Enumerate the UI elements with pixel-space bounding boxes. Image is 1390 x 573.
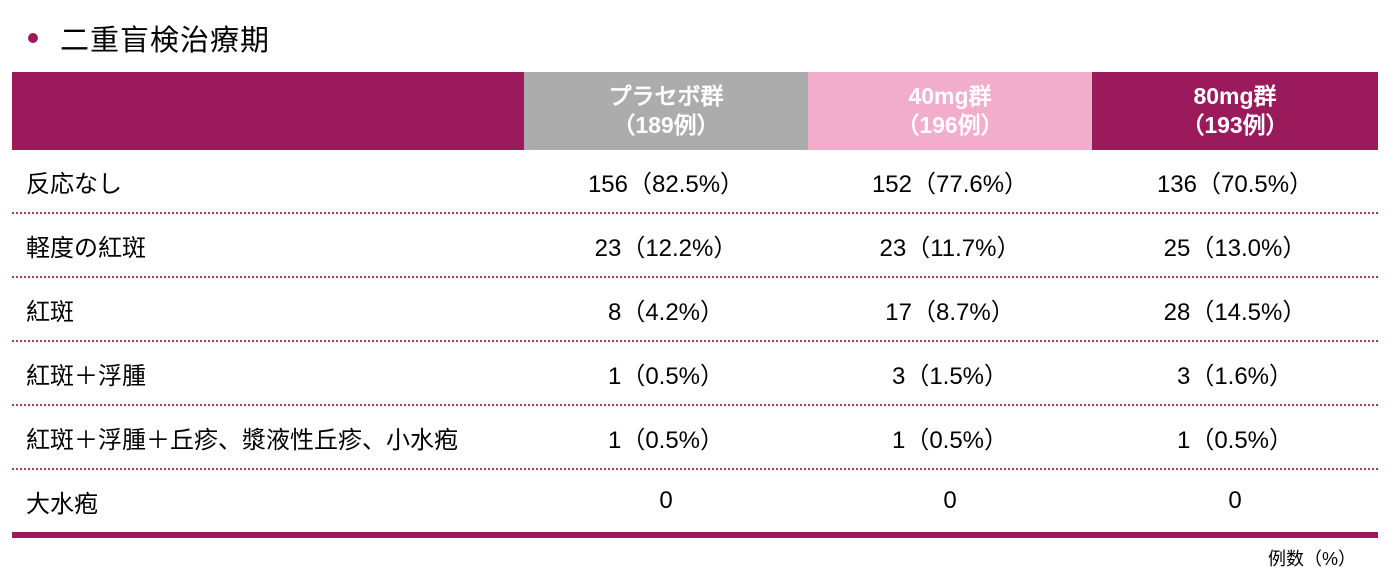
page-title: 二重盲検治療期 [0, 0, 1390, 60]
table-header-row: プラセボ群 （189例） 40mg群 （196例） 80mg群 （193例） [12, 72, 1378, 150]
header-sublabel: （196例） [896, 112, 1004, 138]
cell-value: 23（11.7%） [879, 234, 1021, 262]
cell-value: 0 [943, 487, 957, 514]
cell-value: 0 [1228, 487, 1242, 514]
table-footnote: 例数（%） [1267, 549, 1356, 569]
cell-value: 23（12.2%） [594, 234, 738, 262]
table-row: 紅斑＋浮腫 1（0.5%） 3（1.5%） 3（1.6%） [12, 342, 1378, 406]
table-bottom-rule [12, 532, 1378, 538]
table-body: 反応なし 156（82.5%） 152（77.6%） 136（70.5%） 軽度の紅斑 2… [12, 150, 1378, 532]
cell-value: 8（4.2%） [607, 298, 725, 326]
table-row: 紅斑＋浮腫＋丘疹、漿液性丘疹、小水疱 1（0.5%） 1（0.5%） 1（0.5%） [12, 406, 1378, 470]
cell-value: 25（13.0%） [1163, 234, 1307, 262]
cell-value: 0 [659, 487, 673, 514]
header-cell-empty [12, 72, 524, 150]
cell-value: 28（14.5%） [1163, 298, 1307, 326]
row-label: 反応なし [26, 170, 122, 198]
cell-value: 152（77.6%） [871, 170, 1029, 198]
cell-value: 1（0.5%） [607, 426, 725, 454]
table-row: 軽度の紅斑 23（12.2%） 23（11.7%） 25（13.0%） [12, 214, 1378, 278]
row-label: 紅斑 [26, 298, 74, 326]
cell-value: 1（0.5%） [1176, 426, 1294, 454]
header-sublabel: （189例） [612, 112, 720, 138]
row-label: 紅斑＋浮腫＋丘疹、漿液性丘疹、小水疱 [26, 426, 458, 454]
row-label: 軽度の紅斑 [26, 234, 146, 262]
row-label: 大水疱 [26, 490, 98, 518]
header-cell-80mg: 80mg群 （193例） [1092, 72, 1378, 150]
cell-value: 1（0.5%） [891, 426, 1009, 454]
header-cell-placebo: プラセボ群 （189例） [524, 72, 808, 150]
header-sublabel: （193例） [1181, 112, 1289, 138]
table-row: 大水疱 0 0 0 [12, 470, 1378, 532]
header-label: プラセボ群 [608, 83, 724, 110]
table-row: 反応なし 156（82.5%） 152（77.6%） 136（70.5%） [12, 150, 1378, 214]
cell-value: 136（70.5%） [1156, 170, 1314, 198]
cell-value: 3（1.5%） [891, 362, 1009, 390]
cell-value: 1（0.5%） [607, 362, 725, 390]
header-cell-40mg: 40mg群 （196例） [808, 72, 1092, 150]
page-title-text: 二重盲検治療期 [60, 25, 271, 57]
results-table: プラセボ群 （189例） 40mg群 （196例） 80mg群 （193例） 反… [12, 72, 1378, 571]
header-label: 40mg群 [908, 83, 992, 110]
cell-value: 156（82.5%） [587, 170, 745, 198]
row-label: 紅斑＋浮腫 [26, 362, 146, 390]
cell-value: 3（1.6%） [1176, 362, 1294, 390]
table-row: 紅斑 8（4.2%） 17（8.7%） 28（14.5%） [12, 278, 1378, 342]
cell-value: 17（8.7%） [885, 298, 1015, 326]
header-label: 80mg群 [1193, 83, 1277, 110]
bullet-icon [28, 33, 38, 43]
